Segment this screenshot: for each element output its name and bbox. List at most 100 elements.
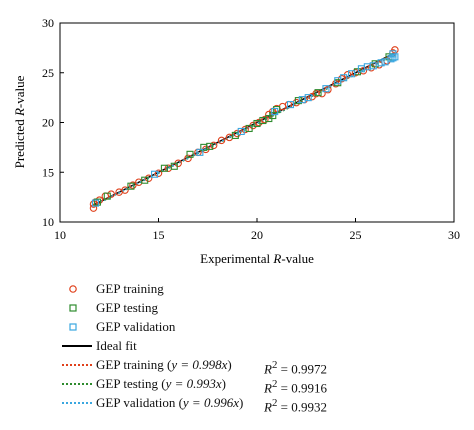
point-gep-testing <box>141 176 149 184</box>
point-gep-validation <box>340 74 348 82</box>
fit-validation-close: ) <box>238 395 244 410</box>
fit-testing-close: ) <box>221 376 226 391</box>
legend-label-testing: GEP testing <box>96 300 158 315</box>
r2-symbol: R <box>264 380 272 396</box>
fit-training-equation: y = 0.998x <box>171 357 228 372</box>
y-tick-label: 20 <box>42 116 54 130</box>
r2-exponent: 2 <box>271 359 278 371</box>
r2-validation: R2 = 0.9932 <box>264 394 327 416</box>
point-gep-validation <box>389 50 397 58</box>
point-gep-testing <box>273 106 281 114</box>
point-gep-testing <box>170 162 178 170</box>
r2-training: R2 = 0.9972 <box>264 356 327 378</box>
point-gep-testing <box>206 142 214 150</box>
legend-item-fit-testing: GEP testing (y = 0.993x) R2 = 0.9916 <box>62 375 362 395</box>
legend-item-fit-training: GEP training (y = 0.998x) R2 = 0.9972 <box>62 356 362 376</box>
legend-item-testing: GEP testing <box>62 299 362 317</box>
legend-item-training: GEP training <box>62 280 362 298</box>
r2-symbol: R <box>264 399 272 415</box>
y-tick-label: 10 <box>42 215 54 229</box>
legend-square-marker-icon <box>69 323 77 331</box>
x-tick-label: 25 <box>350 228 362 242</box>
x-axis-label-suffix: -value <box>281 251 314 266</box>
fit-training-name: GEP training ( <box>96 357 172 372</box>
point-gep-training <box>217 136 226 145</box>
fit-testing-equation: y = 0.993x <box>165 376 222 391</box>
point-gep-training <box>129 181 137 189</box>
point-gep-training <box>255 118 263 127</box>
y-axis-label-suffix: -value <box>12 75 27 108</box>
point-gep-validation <box>377 59 385 67</box>
y-axis-label-prefix: Predicted <box>12 116 27 168</box>
x-tick-label: 15 <box>153 228 165 242</box>
point-gep-training <box>241 125 249 134</box>
point-gep-testing <box>93 198 101 206</box>
y-tick-label: 15 <box>42 165 54 179</box>
x-tick-label: 10 <box>54 228 66 242</box>
point-gep-validation <box>389 54 397 62</box>
point-gep-training <box>144 174 153 182</box>
point-gep-training <box>367 64 376 72</box>
chart-legend: GEP training GEP testing GEP validation … <box>62 280 362 420</box>
legend-item-fit-validation: GEP validation (y = 0.996x) R2 = 0.9932 <box>62 394 362 414</box>
point-gep-validation <box>271 108 279 116</box>
point-gep-testing <box>314 89 322 97</box>
point-gep-testing <box>231 131 239 139</box>
fit-validation-name: GEP validation ( <box>96 395 183 410</box>
x-axis-label: Experimental R-value <box>200 251 314 266</box>
point-gep-training <box>318 89 326 98</box>
point-gep-validation <box>91 199 100 207</box>
y-axis-label: Predicted R-value <box>12 75 27 168</box>
point-gep-validation <box>151 170 159 178</box>
point-gep-validation <box>237 127 245 136</box>
point-gep-training <box>89 200 98 208</box>
point-gep-testing <box>245 124 253 133</box>
x-tick-label: 30 <box>448 228 460 242</box>
legend-item-validation: GEP validation <box>62 318 362 336</box>
point-gep-training <box>337 74 346 83</box>
y-axis-label-var: R <box>12 108 27 117</box>
legend-label-validation: GEP validation <box>96 319 176 334</box>
x-axis-label-var: R <box>272 251 281 266</box>
fit-training-close: ) <box>227 357 232 372</box>
point-gep-validation <box>369 62 377 70</box>
point-gep-testing <box>186 150 194 158</box>
point-gep-training <box>184 154 192 163</box>
legend-solid-line-icon <box>62 345 92 347</box>
point-gep-validation <box>196 148 204 156</box>
point-gep-testing <box>294 97 302 105</box>
r2-training-value: = 0.9972 <box>277 361 327 377</box>
legend-label-fit-training: GEP training (y = 0.998x) <box>96 356 232 374</box>
point-gep-training <box>121 186 129 194</box>
point-gep-validation <box>322 85 330 93</box>
y-tick-label: 25 <box>42 66 54 80</box>
point-gep-training <box>233 129 242 138</box>
legend-dotted-line-icon <box>62 402 92 404</box>
r2-exponent: 2 <box>271 397 278 409</box>
point-gep-testing <box>160 164 168 172</box>
legend-label-fit-testing: GEP testing (y = 0.993x) <box>96 375 226 393</box>
legend-label-training: GEP training <box>96 281 164 296</box>
legend-label-ideal-fit: Ideal fit <box>96 338 137 353</box>
x-tick-label: 20 <box>251 228 263 242</box>
legend-dotted-line-icon <box>62 383 92 385</box>
legend-dotted-line-icon <box>62 364 92 366</box>
r2-testing-value: = 0.9916 <box>277 380 327 396</box>
legend-circle-marker-icon <box>69 285 77 293</box>
point-gep-testing <box>127 182 135 190</box>
y-tick-label: 30 <box>42 16 54 30</box>
fit-testing-name: GEP testing ( <box>96 376 166 391</box>
point-gep-training <box>154 169 163 177</box>
r2-testing: R2 = 0.9916 <box>264 375 327 397</box>
r2-exponent: 2 <box>271 378 278 390</box>
point-gep-training <box>107 190 115 198</box>
x-axis-label-prefix: Experimental <box>200 251 273 266</box>
point-gep-training <box>261 115 269 124</box>
point-gep-training <box>351 69 360 77</box>
point-gep-training <box>324 85 332 94</box>
legend-item-ideal-fit: Ideal fit <box>62 337 362 355</box>
point-gep-validation <box>387 55 395 63</box>
point-gep-testing <box>103 192 111 200</box>
legend-label-fit-validation: GEP validation (y = 0.996x) <box>96 394 243 412</box>
